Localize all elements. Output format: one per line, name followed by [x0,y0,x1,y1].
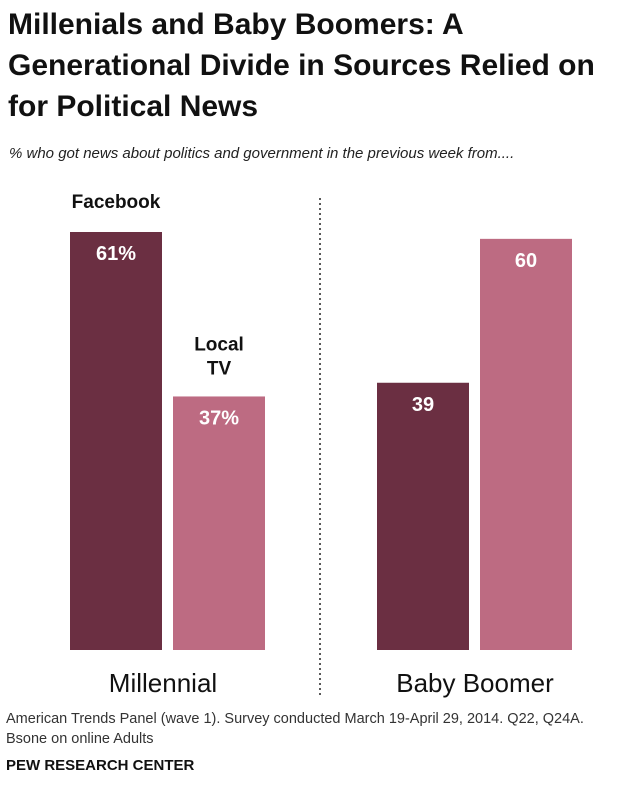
footnote-line: American Trends Panel (wave 1). Survey c… [6,711,584,727]
category-label: Baby Boomer [396,668,554,698]
data-label: 60 [515,250,537,272]
footnote: American Trends Panel (wave 1). Survey c… [6,709,584,749]
chart-title: Millenials and Baby Boomers: A Generatio… [8,8,595,123]
bar-local-tv [173,396,265,650]
bar-facebook [377,382,469,650]
series-label: Local [194,334,244,355]
series-label: TV [207,358,232,379]
category-label: Millennial [109,668,217,698]
source-label: PEW RESEARCH CENTER [6,757,195,774]
footnote-line: Bsone on online Adults [6,731,154,747]
data-label: 37% [199,407,239,429]
bar-local-tv [480,238,572,650]
data-label: 39 [412,394,434,416]
data-label: 61% [96,243,136,265]
series-label: Facebook [72,192,161,213]
chart-subtitle: % who got news about politics and govern… [9,145,515,162]
bar-facebook [70,232,162,650]
